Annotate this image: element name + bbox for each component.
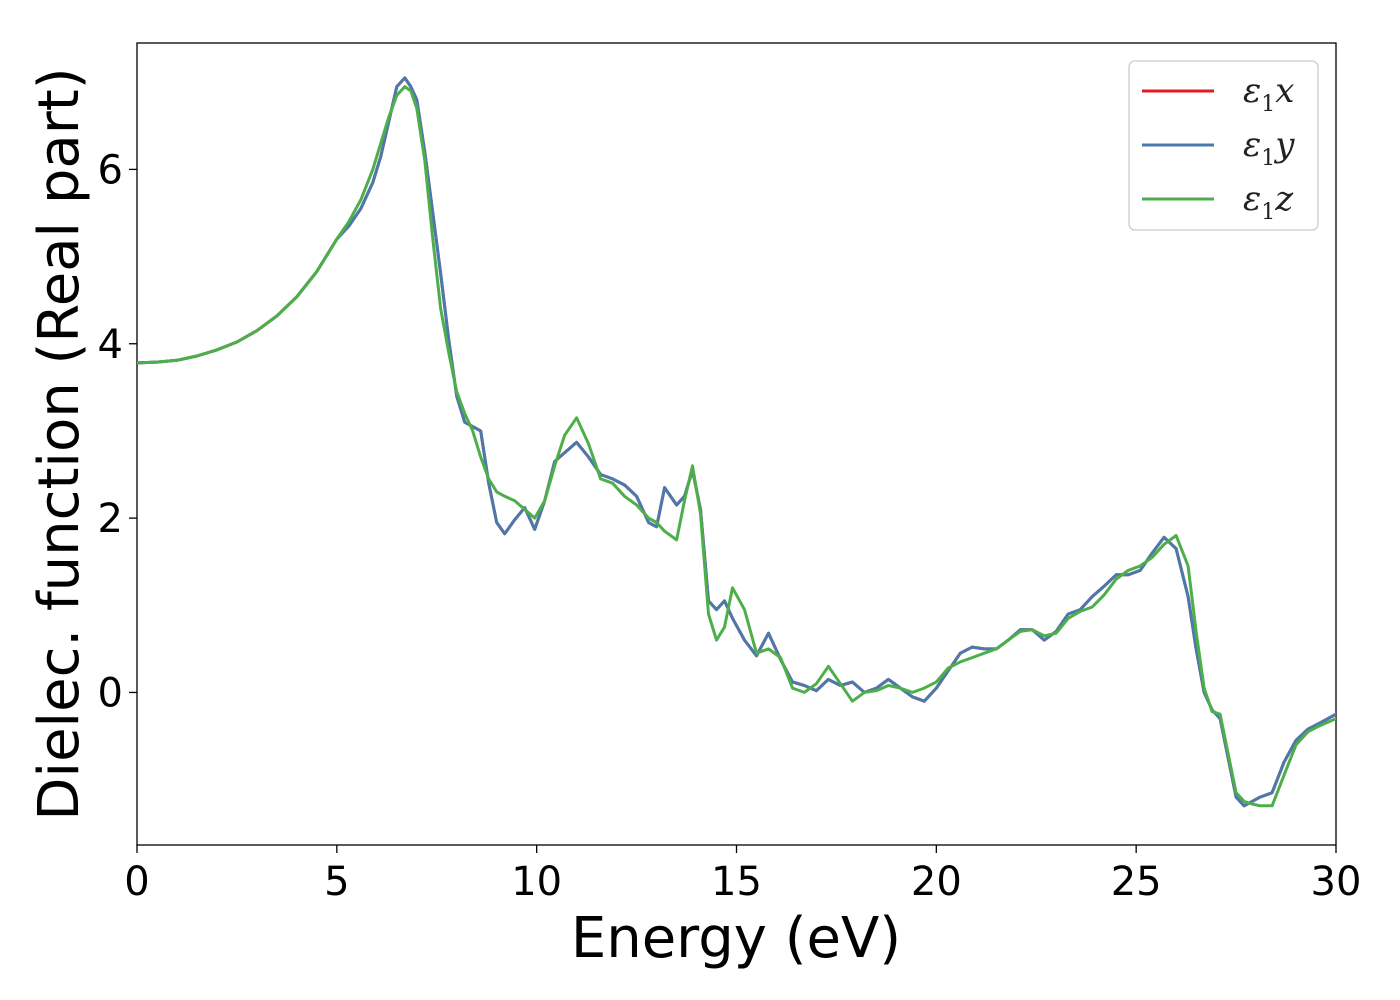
x-tick-label: 30 (1311, 859, 1362, 905)
x-tick-label: 20 (911, 859, 962, 905)
legend-label-z: ε1z (1243, 179, 1294, 225)
x-tick-label: 25 (1111, 859, 1162, 905)
y-tick-label: 0 (98, 670, 123, 716)
x-tick-label: 10 (511, 859, 562, 905)
series-line-z (137, 85, 1336, 808)
legend: ε1x ε1y ε1z (1128, 60, 1319, 231)
y-tick-label: 6 (98, 147, 123, 193)
legend-box (1128, 60, 1319, 231)
x-tick-label: 5 (324, 859, 349, 905)
x-axis-ticks: 0 5 10 15 20 25 30 (124, 845, 1361, 905)
y-tick-label: 2 (98, 496, 123, 542)
legend-label-y: ε1y (1243, 125, 1295, 171)
x-tick-label: 0 (124, 859, 149, 905)
y-axis-ticks: 0 2 4 6 (98, 147, 137, 716)
legend-label-x: ε1x (1243, 71, 1294, 117)
x-axis-label: Energy (eV) (571, 906, 901, 971)
x-tick-label: 15 (711, 859, 762, 905)
y-axis-label: Dielec. function (Real part) (27, 67, 92, 820)
series-line-y (137, 76, 1336, 808)
series-layer (137, 76, 1336, 808)
y-tick-label: 4 (98, 322, 123, 368)
